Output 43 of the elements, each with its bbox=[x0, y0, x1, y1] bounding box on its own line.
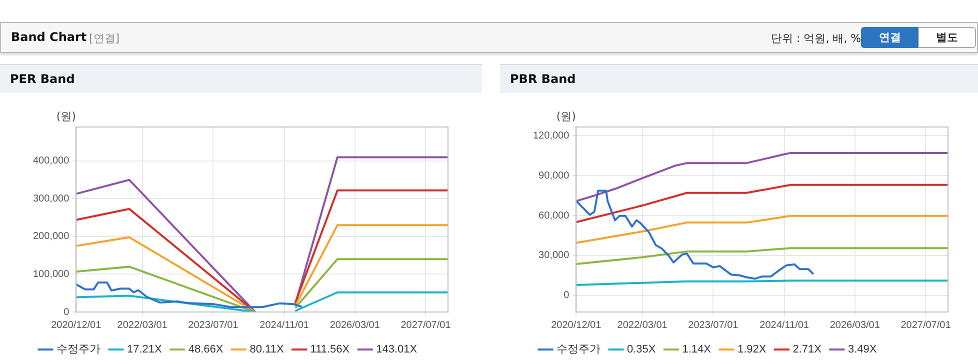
text: 연결 bbox=[861, 27, 919, 48]
y-tick-label: 30,000 bbox=[538, 250, 570, 262]
legend-label: 143.01X bbox=[376, 344, 418, 356]
text: 별도 bbox=[918, 27, 976, 48]
y-tick-label: 300,000 bbox=[32, 193, 70, 204]
text: 단위 : 억원, 배, % bbox=[771, 31, 862, 46]
y-tick-label: 200,000 bbox=[32, 231, 70, 242]
chart-title: PER Band bbox=[0, 65, 482, 93]
legend-label: 수정주가 bbox=[556, 344, 600, 356]
x-tick-label: 2027/07/01 bbox=[400, 320, 452, 331]
legend-label: 1.14X bbox=[682, 344, 712, 356]
y-tick-label: 60,000 bbox=[538, 210, 570, 222]
x-tick-label: 2023/07/01 bbox=[688, 320, 739, 331]
y-axis-title: (원) bbox=[556, 110, 576, 123]
y-tick-label: 90,000 bbox=[538, 170, 570, 182]
legend-label: 1.92X bbox=[737, 344, 767, 356]
x-tick-label: 2026/03/01 bbox=[330, 320, 380, 331]
legend-label: 80.11X bbox=[250, 344, 284, 356]
legend-label: 48.66X bbox=[188, 344, 224, 356]
text: [연결] bbox=[89, 31, 120, 46]
x-tick-label: 2022/03/01 bbox=[117, 320, 168, 331]
y-tick-label: 0 bbox=[64, 306, 70, 318]
x-tick-label: 2022/03/01 bbox=[617, 320, 668, 331]
y-tick-label: 120,000 bbox=[532, 130, 570, 142]
y-tick-label: 400,000 bbox=[32, 156, 70, 167]
x-tick-label: 2026/03/01 bbox=[830, 320, 880, 331]
x-tick-label: 2020/12/01 bbox=[551, 320, 602, 331]
legend-label: 17.21X bbox=[127, 344, 163, 356]
x-tick-label: 2023/07/01 bbox=[188, 320, 239, 331]
x-tick-label: 2024/11/01 bbox=[260, 320, 310, 331]
legend-label: 3.49X bbox=[848, 344, 878, 356]
x-tick-label: 2027/07/01 bbox=[900, 320, 952, 331]
legend-label: 0.35X bbox=[627, 344, 656, 356]
legend-label: 111.56X bbox=[310, 344, 350, 356]
legend-label: 2.71X bbox=[792, 344, 822, 356]
y-tick-label: 100,000 bbox=[32, 268, 70, 280]
y-axis-title: (원) bbox=[56, 110, 76, 123]
x-tick-label: 2024/11/01 bbox=[760, 320, 810, 331]
x-tick-label: 2020/12/01 bbox=[51, 320, 102, 331]
chart-title: PBR Band bbox=[500, 65, 978, 93]
legend-label: 수정주가 bbox=[56, 344, 100, 356]
y-tick-label: 0 bbox=[564, 290, 570, 302]
text: Band Chart bbox=[11, 30, 87, 44]
